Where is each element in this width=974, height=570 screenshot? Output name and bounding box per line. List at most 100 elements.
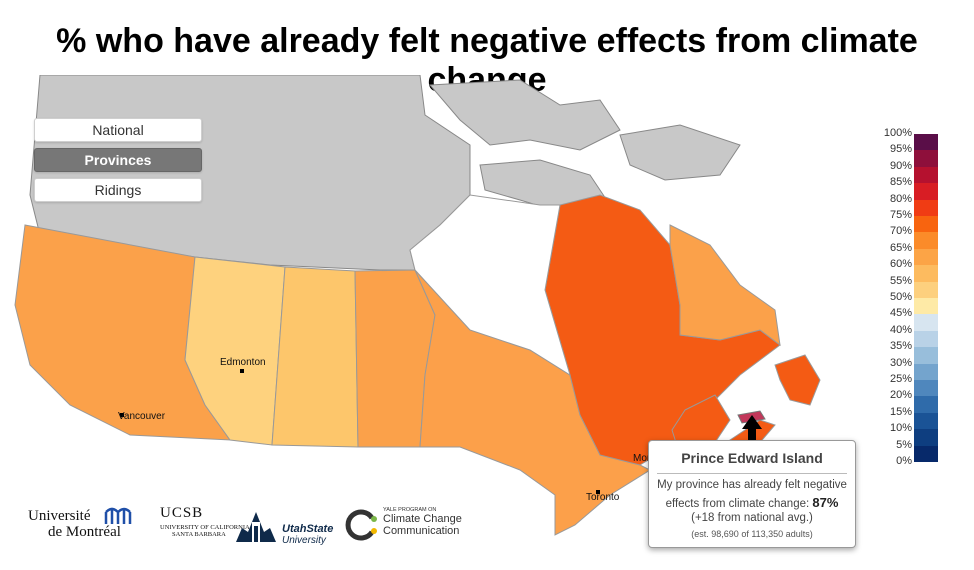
tooltip-value: 87%	[812, 495, 839, 510]
legend-swatch	[914, 298, 938, 315]
yale-logo-line2: Climate Change	[383, 513, 462, 525]
legend-label: 90%	[889, 159, 912, 172]
legend-label: 55%	[889, 274, 912, 287]
tooltip-line4: (est. 98,690 of 113,350 adults)	[691, 529, 813, 539]
legend-label: 20%	[889, 389, 912, 402]
canada-map[interactable]: Edmonton Vancouver Montréal Toronto	[0, 75, 860, 570]
legend-label: 35%	[889, 340, 912, 353]
usu-logo-line2: University	[282, 535, 326, 546]
legend-label: 25%	[889, 373, 912, 385]
legend-swatch	[914, 216, 938, 233]
hudson-bay	[409, 194, 571, 377]
legend-label: 40%	[889, 323, 912, 336]
ucsb-logo-line1: UNIVERSITY OF CALIFORNIA	[160, 524, 250, 531]
labrador-region[interactable]	[669, 224, 781, 347]
legend-row: 60%	[860, 258, 970, 282]
legend-swatch	[914, 134, 938, 151]
legend-label: 65%	[889, 241, 912, 254]
legend-label: 15%	[889, 405, 912, 418]
legend-row: 100%	[860, 127, 970, 151]
legend-swatch	[914, 363, 938, 380]
usu-logo: UtahState University	[282, 523, 333, 547]
udem-logo-line1: Université	[28, 508, 91, 524]
legend-label: 70%	[889, 225, 912, 238]
legend-row: 95%	[860, 143, 970, 167]
provinces-button[interactable]: Provinces	[34, 148, 202, 172]
yale-logo: YALE PROGRAM ON Climate Change Communica…	[383, 507, 462, 537]
pointer-arrow	[742, 415, 762, 440]
legend-row: 35%	[860, 340, 970, 364]
city-vancouver: Vancouver	[118, 411, 166, 422]
ucsb-logo: UCSB UNIVERSITY OF CALIFORNIA SANTA BARB…	[160, 505, 250, 538]
legend-row: 30%	[860, 357, 970, 380]
arctic-island[interactable]	[428, 79, 621, 151]
legend-row: 15%	[860, 406, 970, 430]
yale-c-icon	[344, 508, 378, 542]
newfoundland-region[interactable]	[774, 354, 821, 406]
legend-row: 50%	[860, 291, 970, 315]
tooltip-line1: My province has already felt negative	[657, 479, 847, 491]
legend-label: 50%	[889, 291, 912, 303]
legend-swatch	[914, 445, 938, 462]
legend-label: 80%	[889, 192, 912, 205]
legend-swatch	[914, 166, 938, 184]
legend-row: 5%	[860, 439, 970, 462]
legend-swatch	[914, 330, 938, 348]
legend-label: 5%	[896, 438, 912, 451]
legend-label: 95%	[889, 143, 912, 156]
saskatchewan-region[interactable]	[271, 266, 359, 448]
legend-label: 0%	[896, 455, 912, 467]
chart-title: % who have already felt negative effects…	[56, 22, 918, 99]
national-button[interactable]: National	[34, 118, 202, 142]
legend-label: 30%	[889, 356, 912, 369]
legend-label: 100%	[883, 127, 912, 139]
tooltip-line3: (+18 from national avg.)	[691, 512, 813, 524]
tooltip-line2: effects from climate change: 87%	[649, 495, 855, 510]
legend-label: 10%	[889, 422, 912, 435]
ridings-button[interactable]: Ridings	[34, 178, 202, 202]
city-edmonton: Edmonton	[220, 357, 266, 368]
legend-swatch	[914, 265, 938, 282]
legend-row: 45%	[860, 307, 970, 331]
legend-row: 90%	[860, 160, 970, 184]
legend-swatch	[914, 347, 938, 364]
tooltip-title: Prince Edward Island	[681, 450, 823, 466]
legend-swatch	[914, 248, 938, 266]
legend-swatch	[914, 380, 938, 397]
legend-row: 85%	[860, 176, 970, 200]
ucsb-logo-title: UCSB	[160, 505, 204, 521]
udem-logo-line2: de Montréal	[48, 524, 121, 540]
legend-label: 60%	[889, 258, 912, 271]
legend-row: 65%	[860, 242, 970, 266]
legend-swatch	[914, 199, 938, 216]
usu-building-icon	[232, 508, 280, 546]
legend-row: 70%	[860, 225, 970, 249]
yale-logo-line1: YALE PROGRAM ON	[383, 507, 437, 513]
legend-swatch	[914, 150, 938, 167]
legend-row: 75%	[860, 209, 970, 233]
legend-row: 55%	[860, 275, 970, 298]
legend-label: 85%	[889, 176, 912, 189]
arctic-island[interactable]	[619, 124, 741, 181]
legend-row: 40%	[860, 324, 970, 348]
legend-label: 75%	[889, 209, 912, 221]
legend-row: 10%	[860, 422, 970, 446]
legend-row: 80%	[860, 193, 970, 216]
legend-swatch	[914, 314, 938, 331]
legend-swatch	[914, 412, 938, 430]
legend-swatch	[914, 429, 938, 446]
legend-swatch	[914, 183, 938, 200]
region-tooltip: Prince Edward Island My province has alr…	[648, 440, 856, 548]
city-toronto: Toronto	[586, 492, 620, 503]
legend-row: 25%	[860, 373, 970, 397]
legend-row: 0%	[860, 455, 970, 478]
legend-row: 20%	[860, 389, 970, 413]
legend-swatch	[914, 281, 938, 298]
tooltip-line2-prefix: effects from climate change:	[665, 498, 810, 510]
tooltip-divider	[657, 473, 847, 474]
udem-emblem-icon	[104, 506, 132, 526]
legend-label: 45%	[889, 307, 912, 320]
yale-logo-line3: Communication	[383, 525, 460, 537]
usu-logo-line1: UtahState	[282, 523, 334, 535]
legend-swatch	[914, 396, 938, 413]
